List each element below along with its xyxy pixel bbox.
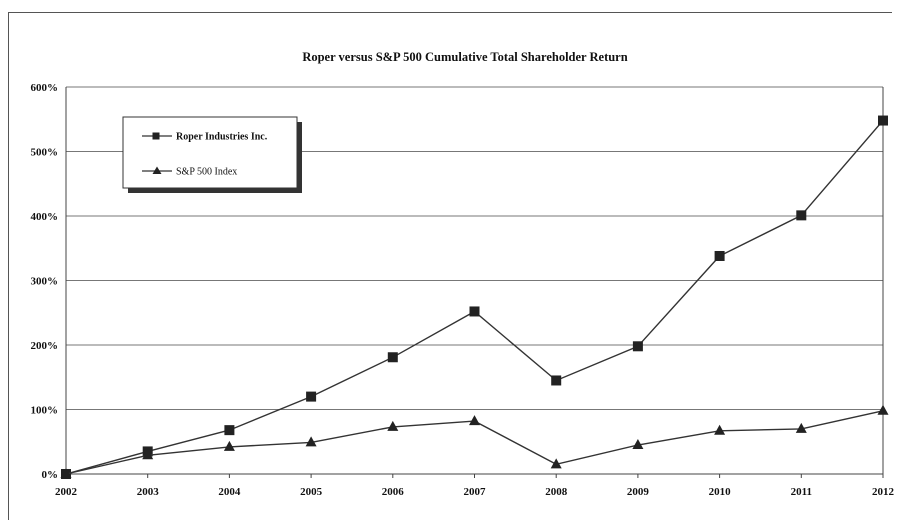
data-point-roper	[469, 306, 480, 317]
data-point-roper	[224, 425, 235, 436]
y-tick-label: 500%	[31, 147, 59, 159]
data-point-sp500	[550, 458, 562, 469]
legend-marker-triangle	[152, 166, 162, 174]
x-tick-label: 2005	[300, 486, 323, 498]
data-point-sp500	[795, 422, 807, 433]
grid-lines	[66, 86, 883, 410]
x-tick-label: 2008	[545, 486, 568, 498]
data-point-sp500	[305, 436, 317, 447]
y-tick-label: 0%	[42, 469, 59, 481]
legend-marker-square	[152, 132, 160, 140]
y-tick-label: 600%	[31, 82, 59, 94]
x-tick-label: 2002	[55, 486, 78, 498]
x-tick-label: 2012	[872, 486, 895, 498]
legend: Roper Industries Inc. S&P 500 Index	[122, 116, 302, 193]
x-tick-labels: 2002 2003 2004 2005 2006 2007 2008 2009 2010 2011…	[55, 486, 895, 498]
data-point-roper	[387, 352, 398, 363]
y-tick-label: 200%	[31, 340, 59, 352]
x-tick-label: 2011	[791, 486, 812, 498]
data-point-sp500	[877, 404, 889, 415]
x-tick-label: 2003	[137, 486, 160, 498]
data-point-sp500	[714, 424, 726, 435]
y-tick-label: 300%	[31, 276, 59, 288]
data-point-sp500	[632, 438, 644, 449]
y-tick-label: 400%	[31, 211, 59, 223]
y-tick-label: 100%	[31, 405, 59, 417]
chart-title: Roper versus S&P 500 Cumulative Total Sh…	[302, 50, 627, 64]
x-tick-label: 2004	[218, 486, 241, 498]
chart-frame	[8, 12, 892, 520]
legend-label-roper: Roper Industries Inc.	[176, 132, 268, 143]
data-point-sp500	[469, 415, 480, 426]
y-tick-labels: 0% 100% 200% 300% 400% 500% 600%	[31, 82, 59, 481]
data-point-sp500	[387, 420, 399, 431]
data-point-sp500	[60, 468, 72, 478]
legend-label-sp500: S&P 500 Index	[176, 167, 237, 178]
data-point-roper	[796, 210, 807, 221]
x-tick-label: 2006	[382, 486, 405, 498]
data-point-sp500	[142, 449, 154, 460]
legend-box	[122, 116, 298, 189]
data-point-roper	[714, 250, 725, 261]
x-tick-label: 2007	[464, 486, 487, 498]
x-tick-label: 2010	[709, 486, 732, 498]
data-point-roper	[551, 375, 562, 386]
data-point-sp500	[223, 440, 235, 451]
data-point-roper	[306, 391, 317, 402]
x-tick-label: 2009	[627, 486, 650, 498]
data-point-roper	[878, 115, 888, 126]
data-point-roper	[632, 341, 643, 352]
series-lines	[60, 115, 889, 479]
